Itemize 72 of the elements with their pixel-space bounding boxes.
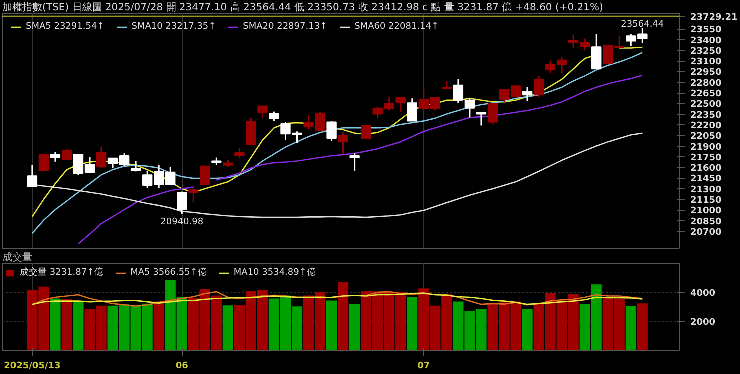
- candlestick: [407, 98, 418, 122]
- y-tick-label: 21600: [690, 164, 722, 174]
- candlestick: [350, 152, 360, 172]
- legend-label: SMA20 22897.13↑: [243, 22, 328, 32]
- legend-label: SMA5 23291.54↑: [26, 22, 105, 32]
- candlestick: [361, 125, 372, 140]
- y-tick-label: 22500: [690, 100, 722, 110]
- annotation: 23564.44: [621, 20, 664, 30]
- candlestick: [177, 191, 188, 216]
- y-tick-label: 22350: [690, 110, 722, 121]
- legend-label: MA5 3566.55↑億: [130, 266, 207, 279]
- y-tick-label: 22650: [690, 90, 722, 100]
- y-tick-label: 21750: [690, 153, 722, 164]
- legend-label: SMA10 23217.35↑: [132, 22, 216, 32]
- y-tick-label: 21300: [690, 185, 722, 196]
- candlestick: [269, 111, 280, 122]
- y-tick-label: 21000: [690, 206, 722, 217]
- candlestick: [246, 118, 256, 146]
- x-tick-label: 06: [176, 362, 188, 372]
- candlestick: [522, 86, 533, 102]
- legend-label: MA10 3534.89↑億: [234, 266, 316, 279]
- y-tick-label: 23550: [690, 26, 722, 36]
- bar: [50, 298, 61, 350]
- bar: [637, 304, 648, 350]
- y-tick-label: 2000: [690, 318, 716, 328]
- y-tick-label: 22950: [690, 68, 722, 78]
- y-tick-label: 23100: [690, 58, 722, 68]
- candlestick: [200, 166, 210, 186]
- bar: [154, 302, 164, 350]
- chart-title: 加權指數(TSE) 日線圖 2025/07/28 開 23477.10 高 23564.44 低 23350.73 收 23412.98 c 點 量 3231.87 億 +48.60 (+0.21%): [2, 2, 604, 14]
- y-tick-label: 21150: [690, 196, 722, 206]
- y-tick-label: 23400: [690, 36, 722, 46]
- candlestick: [188, 186, 199, 203]
- bar: [338, 282, 349, 350]
- y-tick-label: 20850: [690, 217, 722, 228]
- bar: [350, 304, 360, 350]
- y-tick-label: 22800: [690, 78, 722, 89]
- bar: [522, 309, 533, 350]
- bar: [407, 297, 418, 350]
- bar: [222, 306, 234, 350]
- candlestick: [476, 112, 487, 126]
- legend-label: SMA60 22081.14↑: [354, 22, 440, 32]
- candlestick: [62, 148, 72, 162]
- candlestick: [591, 34, 602, 70]
- x-tick-label: 2025/05/13: [4, 362, 61, 372]
- candlestick: [396, 97, 406, 113]
- bar: [326, 300, 338, 350]
- y-tick-label: 20700: [690, 228, 722, 238]
- annotation: 20940.98: [160, 217, 204, 228]
- candlestick: [534, 76, 544, 98]
- bar: [73, 301, 84, 350]
- x-tick-label: 07: [418, 362, 430, 372]
- candlestick: [27, 164, 38, 188]
- y-tick-label: 21450: [690, 174, 722, 185]
- y-tick-label: 23250: [690, 46, 722, 57]
- chart-title: 成交量: [2, 252, 32, 264]
- candlestick: [234, 148, 245, 160]
- candlestick: [488, 103, 498, 126]
- candlestick: [326, 120, 337, 142]
- candlestick: [338, 132, 348, 156]
- bar: [62, 299, 72, 350]
- y-tick-label: 4000: [690, 289, 716, 299]
- y-tick-label: 22200: [690, 121, 722, 132]
- candlestick: [50, 152, 61, 163]
- candlestick: [96, 146, 107, 169]
- bar: [626, 306, 636, 350]
- y-tick-label: 22050: [690, 132, 722, 142]
- candlestick: [258, 106, 268, 119]
- legend-label: 成交量 3231.87↑億: [20, 266, 104, 279]
- y-tick-label: 21900: [690, 142, 722, 153]
- candlestick: [38, 154, 50, 172]
- ref-line-label: 23729.21: [690, 12, 738, 23]
